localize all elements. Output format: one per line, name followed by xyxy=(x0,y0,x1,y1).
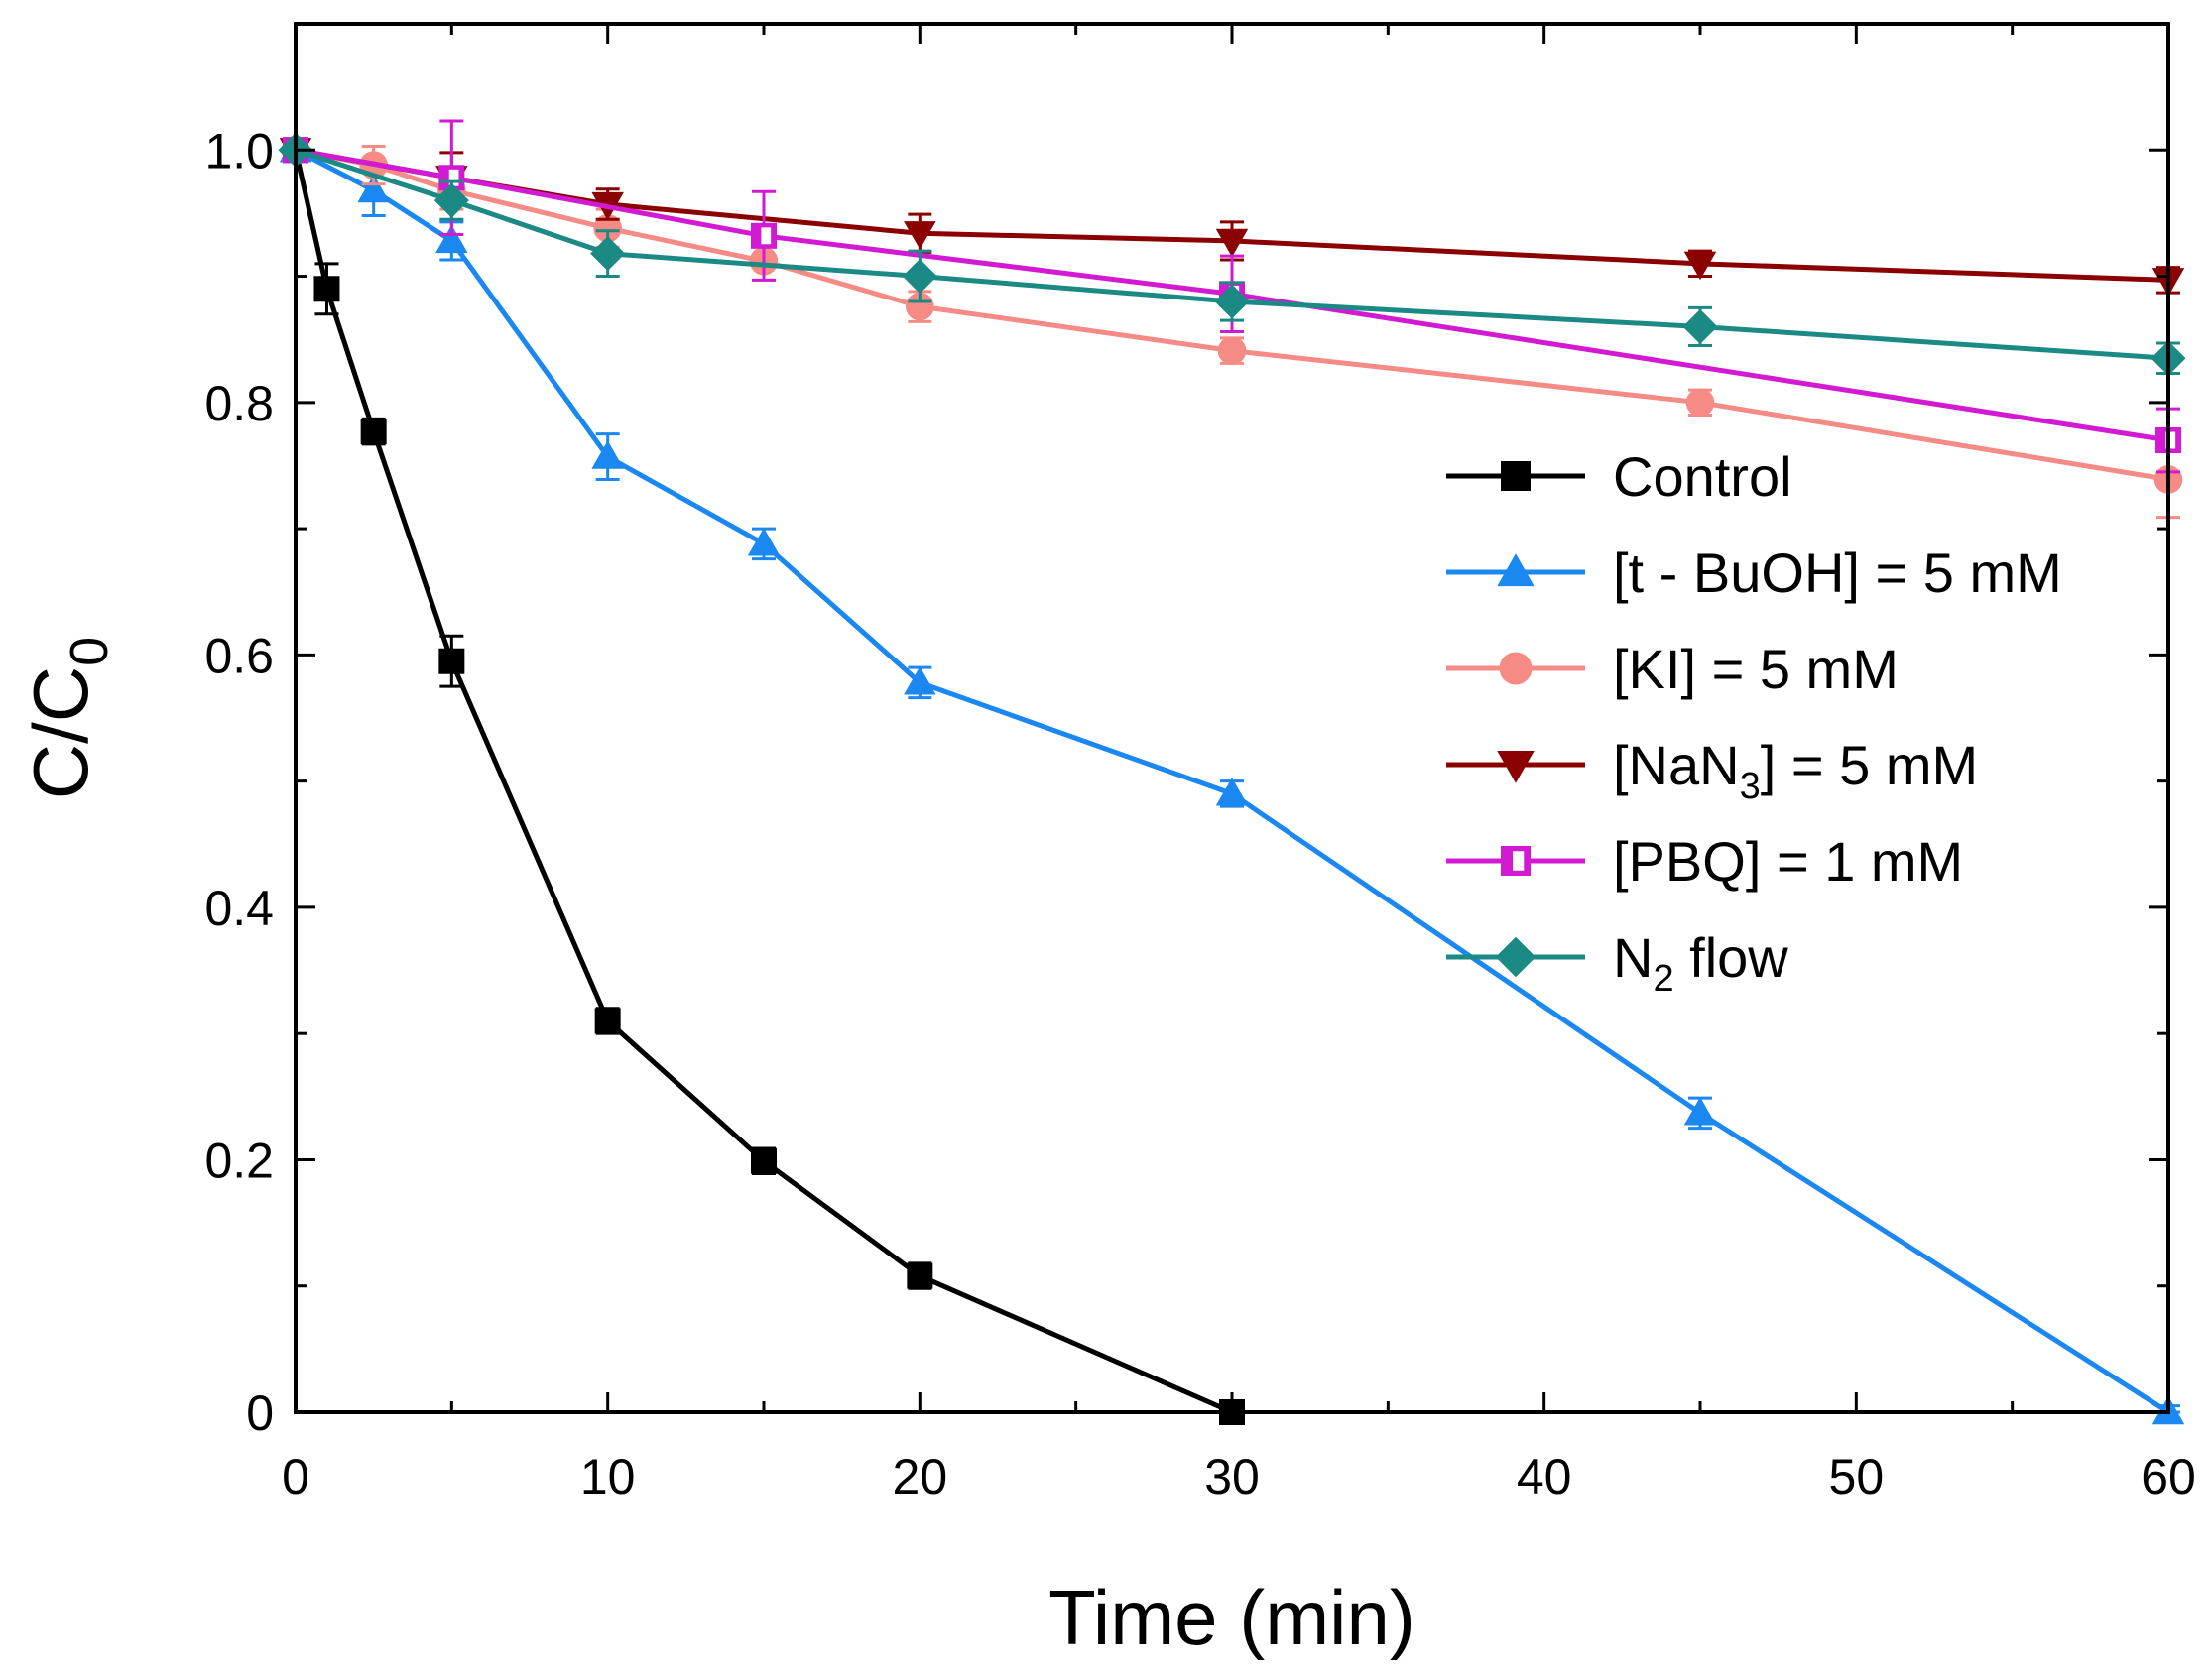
data-point xyxy=(904,666,936,695)
x-tick-label: 10 xyxy=(580,1449,636,1504)
legend-label-main: [KI] = 5 mM xyxy=(1613,638,1899,700)
legend-label-main: [NaN xyxy=(1613,734,1740,796)
ticks-layer: 0 10 20 30 40 50 60 0 0.2 0.4 0.6 0.8 1.0 xyxy=(204,24,2196,1504)
marker-hollow xyxy=(761,227,772,245)
data-point xyxy=(1214,284,1250,319)
y-tick-label: 0.2 xyxy=(204,1133,274,1188)
data-point xyxy=(1683,251,1717,281)
legend-marker xyxy=(1501,461,1531,491)
legend-label-sub: 2 xyxy=(1653,958,1673,1000)
x-tick-label: 40 xyxy=(1517,1449,1572,1504)
data-point xyxy=(904,221,936,250)
legend-label: [PBQ] = 1 mM xyxy=(1613,830,1963,893)
data-point xyxy=(313,276,340,302)
marker-hollow xyxy=(2165,431,2176,449)
data-point xyxy=(591,440,624,469)
data-point xyxy=(1683,1097,1717,1126)
data-point xyxy=(590,236,626,272)
series-line xyxy=(293,149,1234,1415)
legend: Control [t - BuOH] = 5 mM [KI] = 5 mM [NaN3… xyxy=(1446,445,2062,1000)
legend-item: [t - BuOH] = 5 mM xyxy=(1446,541,2062,604)
data-point xyxy=(357,174,390,203)
data-point xyxy=(747,528,781,556)
data-point xyxy=(1685,388,1715,418)
y-tick-label: 1.0 xyxy=(204,123,274,179)
legend-label-tail: ] = 5 mM xyxy=(1761,734,1978,796)
data-point xyxy=(593,213,622,243)
legend-marker xyxy=(1501,846,1531,876)
legend-item: [PBQ] = 1 mM xyxy=(1446,830,1963,893)
legend-item: N2 flow xyxy=(1446,926,1788,1000)
legend-marker xyxy=(1495,936,1536,978)
legend-label: [t - BuOH] = 5 mM xyxy=(1613,541,2062,604)
data-point xyxy=(594,1008,621,1034)
legend-item: [NaN3] = 5 mM xyxy=(1446,734,1978,807)
data-point xyxy=(1215,778,1249,806)
marker-hollow xyxy=(448,169,459,186)
data-point xyxy=(433,182,469,218)
legend-label: [NaN3] = 5 mM xyxy=(1613,734,1978,807)
marker-hollow xyxy=(1513,851,1525,871)
data-point xyxy=(1682,308,1718,345)
x-tick-label: 30 xyxy=(1204,1449,1260,1504)
data-point xyxy=(906,292,934,321)
data-point xyxy=(435,224,468,254)
legend-label-tail: flow xyxy=(1674,926,1789,989)
legend-label: Control xyxy=(1613,445,1792,508)
legend-marker xyxy=(1497,553,1535,587)
legend-label: N2 flow xyxy=(1613,926,1788,1000)
y-axis-title-main: C/C xyxy=(17,666,104,799)
x-tick-label: 50 xyxy=(1829,1449,1885,1504)
data-point xyxy=(902,258,937,295)
legend-item: [KI] = 5 mM xyxy=(1446,638,1899,700)
data-point xyxy=(1217,336,1247,365)
data-point xyxy=(360,419,387,445)
data-point xyxy=(751,222,777,249)
x-tick-label: 60 xyxy=(2141,1449,2196,1504)
series-n2-flow xyxy=(278,132,2186,376)
legend-marker xyxy=(1499,652,1533,685)
x-tick-label: 0 xyxy=(282,1449,309,1504)
legend-label-main: Control xyxy=(1613,445,1792,508)
y-tick-label: 0.8 xyxy=(204,376,274,431)
data-point xyxy=(438,648,465,674)
data-point xyxy=(751,1147,777,1174)
legend-label-main: [PBQ] = 1 mM xyxy=(1613,830,1963,893)
y-tick-label: 0.4 xyxy=(204,881,274,936)
legend-label-sub: 3 xyxy=(1740,766,1761,807)
y-tick-label: 0.6 xyxy=(204,628,274,683)
y-axis-title: C/C0 xyxy=(17,637,119,799)
x-tick-label: 20 xyxy=(893,1449,948,1504)
legend-item: Control xyxy=(1446,445,1792,508)
legend-marker xyxy=(1497,750,1535,783)
legend-label: [KI] = 5 mM xyxy=(1613,638,1899,700)
series-control xyxy=(283,137,1245,1425)
legend-label-main: N xyxy=(1613,926,1653,989)
y-axis-title-sub: 0 xyxy=(60,637,119,666)
x-axis-title: Time (min) xyxy=(1048,1574,1415,1661)
data-point xyxy=(1215,228,1249,258)
data-point xyxy=(907,1262,933,1289)
legend-label-main: [t - BuOH] = 5 mM xyxy=(1613,541,2062,604)
y-tick-label: 0 xyxy=(246,1385,274,1441)
